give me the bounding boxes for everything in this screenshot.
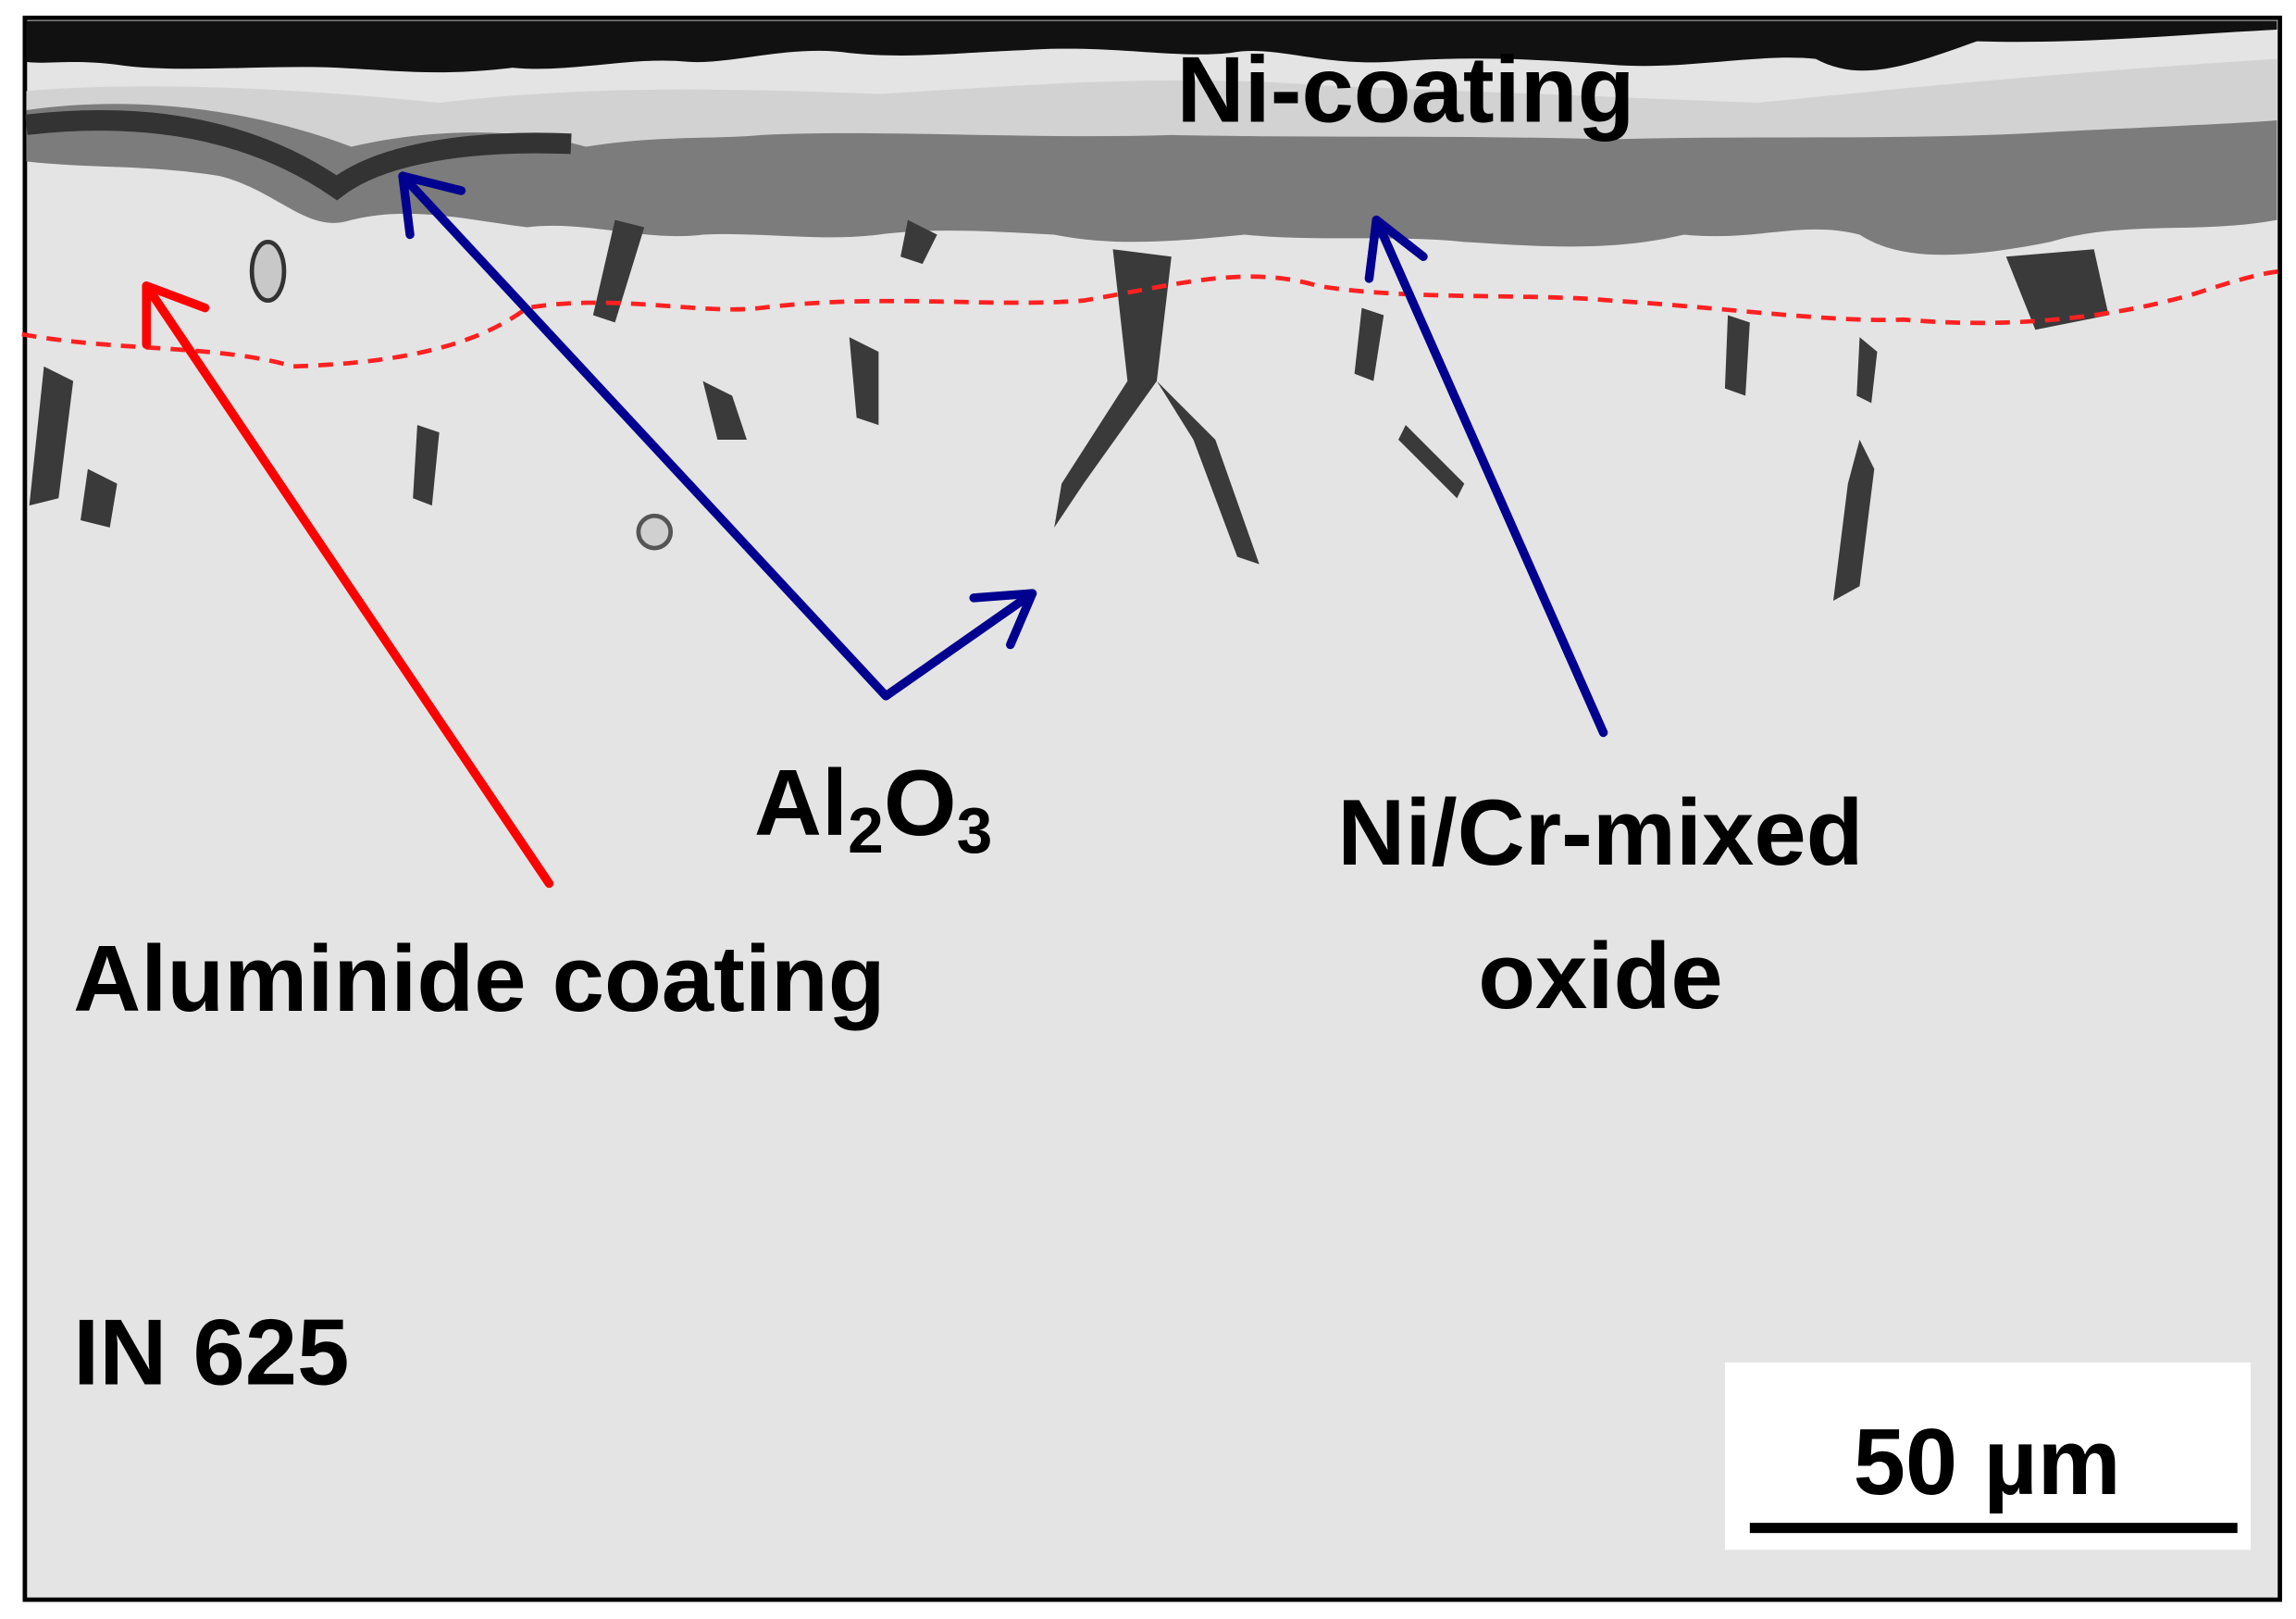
arrow-head [142, 281, 210, 349]
oxide-layer [26, 104, 2277, 255]
label-part: O [884, 751, 957, 855]
precipitate [1398, 425, 1465, 499]
precipitates [29, 219, 2109, 602]
label: Al2O3 [754, 751, 992, 866]
precipitate [2005, 249, 2109, 330]
precipitate [1724, 315, 1750, 396]
label: Ni/Cr-mixed [1337, 780, 1863, 885]
label-part: 2 [848, 794, 884, 866]
precipitate [1156, 380, 1260, 565]
label: oxide [1478, 924, 1722, 1028]
particle [636, 513, 674, 551]
arrow [398, 171, 1037, 701]
precipitate [1833, 439, 1875, 602]
scale-bar-label: 50 µm [1854, 1410, 2121, 1514]
label-part: 3 [957, 794, 993, 866]
arrows [142, 171, 1608, 889]
precipitate [900, 219, 937, 265]
precipitate [849, 337, 879, 426]
arrow-head [398, 171, 466, 240]
label: Aluminide coating [73, 927, 886, 1031]
scale-bar-box [1724, 1362, 2251, 1551]
boundary-line [21, 268, 2285, 369]
precipitate [29, 366, 74, 506]
precipitate [702, 380, 747, 440]
precipitate [1856, 337, 1878, 404]
arrow [1371, 215, 1608, 738]
label: Ni-coating [1176, 38, 1634, 143]
precipitate [1054, 249, 1172, 528]
label: IN 625 [73, 1301, 349, 1405]
particle [249, 239, 287, 304]
precipitate [592, 219, 645, 323]
al2o3-layer [25, 109, 572, 201]
arrow [142, 281, 554, 889]
top-edge [26, 20, 2277, 73]
label-part: Al [754, 751, 848, 855]
precipitate [413, 425, 440, 506]
precipitate [1354, 307, 1384, 381]
arrow-head [969, 589, 1037, 650]
precipitate [81, 468, 118, 528]
arrow-head [1364, 215, 1428, 283]
